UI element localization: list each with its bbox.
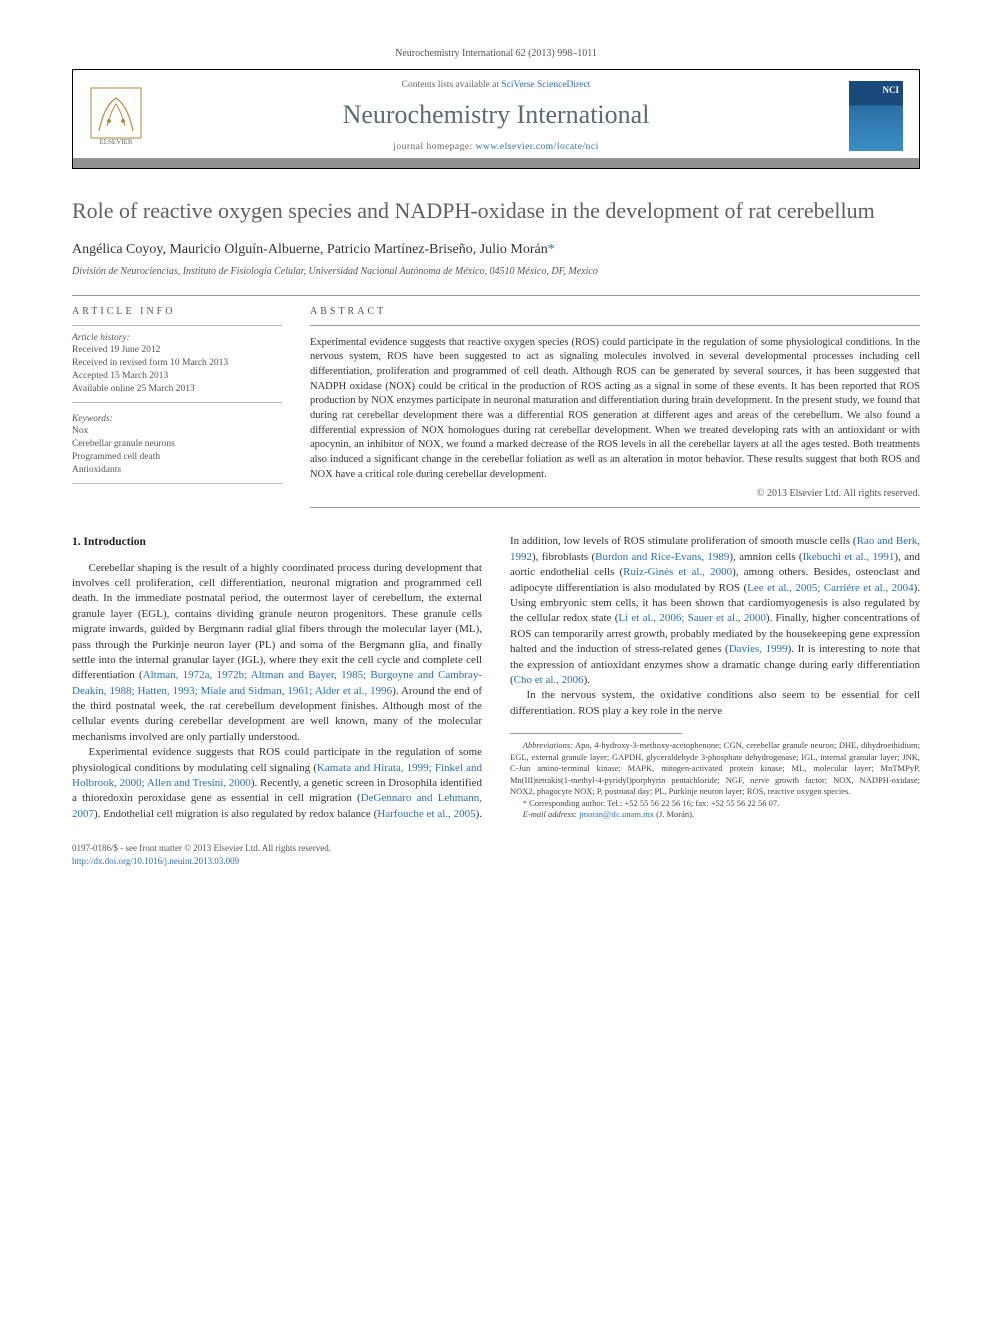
- footnotes-block: Abbreviations: Apo, 4-hydroxy-3-methoxy-…: [510, 740, 920, 820]
- email-suffix: (J. Morán).: [654, 809, 694, 819]
- corresponding-mark: *: [548, 242, 555, 257]
- citation-line: Neurochemistry International 62 (2013) 9…: [72, 48, 920, 59]
- history-accepted: Accepted 15 March 2013: [72, 370, 282, 383]
- page-footer: 0197-0186/$ - see front matter © 2013 El…: [72, 842, 920, 867]
- abstract-heading: ABSTRACT: [310, 306, 920, 317]
- authors-line: Angélica Coyoy, Mauricio Olguín-Albuerne…: [72, 242, 920, 258]
- abbrev-label: Abbreviations:: [523, 740, 573, 750]
- sciencedirect-link[interactable]: SciVerse ScienceDirect: [501, 80, 590, 90]
- citation-link[interactable]: Harfouche et al., 2005: [377, 808, 475, 820]
- email-link[interactable]: jmoran@ifc.unam.mx: [579, 809, 654, 819]
- history-online: Available online 25 March 2013: [72, 383, 282, 396]
- text: ). Endothelial cell migration is also re…: [94, 808, 377, 820]
- keyword: Programmed cell death: [72, 451, 282, 464]
- footnote-rule: [510, 733, 682, 734]
- journal-name: Neurochemistry International: [155, 100, 837, 130]
- contents-line: Contents lists available at SciVerse Sci…: [155, 80, 837, 90]
- article-title: Role of reactive oxygen species and NADP…: [72, 197, 920, 226]
- elsevier-logo: ELSEVIER: [89, 86, 143, 146]
- affiliation: División de Neurociencias, Instituto de …: [72, 266, 920, 277]
- history-revised: Received in revised form 10 March 2013: [72, 357, 282, 370]
- email-label: E-mail address:: [523, 809, 579, 819]
- keyword: Cerebellar granule neurons: [72, 438, 282, 451]
- citation-link[interactable]: Davies, 1999: [729, 643, 788, 655]
- intro-para-3: In the nervous system, the oxidative con…: [510, 688, 920, 719]
- abstract-block: ABSTRACT Experimental evidence suggests …: [310, 306, 920, 519]
- keyword: Nox: [72, 425, 282, 438]
- rule-top: [72, 295, 920, 296]
- text: Cerebellar shaping is the result of a hi…: [72, 562, 482, 682]
- text: ), amnion cells (: [729, 551, 802, 563]
- citation-link[interactable]: Ruiz-Ginés et al., 2000: [623, 566, 732, 578]
- footer-issn: 0197-0186/$ - see front matter © 2013 El…: [72, 842, 331, 855]
- keyword: Antioxidants: [72, 464, 282, 477]
- journal-cover-thumb: [849, 81, 903, 151]
- section-heading-intro: 1. Introduction: [72, 534, 482, 550]
- article-info-block: ARTICLE INFO Article history: Received 1…: [72, 306, 282, 519]
- text: ).: [584, 674, 590, 686]
- contents-prefix: Contents lists available at: [402, 80, 502, 90]
- intro-para-1: Cerebellar shaping is the result of a hi…: [72, 561, 482, 746]
- history-label: Article history:: [72, 332, 282, 345]
- authors-names: Angélica Coyoy, Mauricio Olguín-Albuerne…: [72, 242, 548, 257]
- journal-header-box: ELSEVIER Contents lists available at Sci…: [72, 69, 920, 169]
- text: ), fibroblasts (: [532, 551, 595, 563]
- history-received: Received 19 June 2012: [72, 344, 282, 357]
- corr-text: Corresponding author. Tel.: +52 55 56 22…: [529, 798, 779, 808]
- keywords-label: Keywords:: [72, 413, 282, 426]
- citation-link[interactable]: Li et al., 2006; Sauer et al., 2000: [618, 612, 766, 624]
- abstract-text: Experimental evidence suggests that reac…: [310, 336, 920, 483]
- homepage-line: journal homepage: www.elsevier.com/locat…: [155, 142, 837, 152]
- footer-doi-link[interactable]: http://dx.doi.org/10.1016/j.neuint.2013.…: [72, 856, 239, 866]
- header-divider-bar: [73, 158, 919, 168]
- svg-text:ELSEVIER: ELSEVIER: [99, 138, 132, 146]
- abstract-copyright: © 2013 Elsevier Ltd. All rights reserved…: [310, 488, 920, 499]
- citation-link[interactable]: Ikebuchi et al., 1991: [803, 551, 895, 563]
- homepage-link[interactable]: www.elsevier.com/locate/nci: [476, 142, 599, 152]
- homepage-prefix: journal homepage:: [393, 142, 475, 152]
- citation-link[interactable]: Cho et al., 2006: [514, 674, 584, 686]
- citation-link[interactable]: Burdon and Rice-Evans, 1989: [595, 551, 729, 563]
- citation-link[interactable]: Lee et al., 2005; Carriére et al., 2004: [747, 582, 913, 594]
- body-two-column: 1. Introduction Cerebellar shaping is th…: [72, 534, 920, 822]
- article-info-heading: ARTICLE INFO: [72, 306, 282, 317]
